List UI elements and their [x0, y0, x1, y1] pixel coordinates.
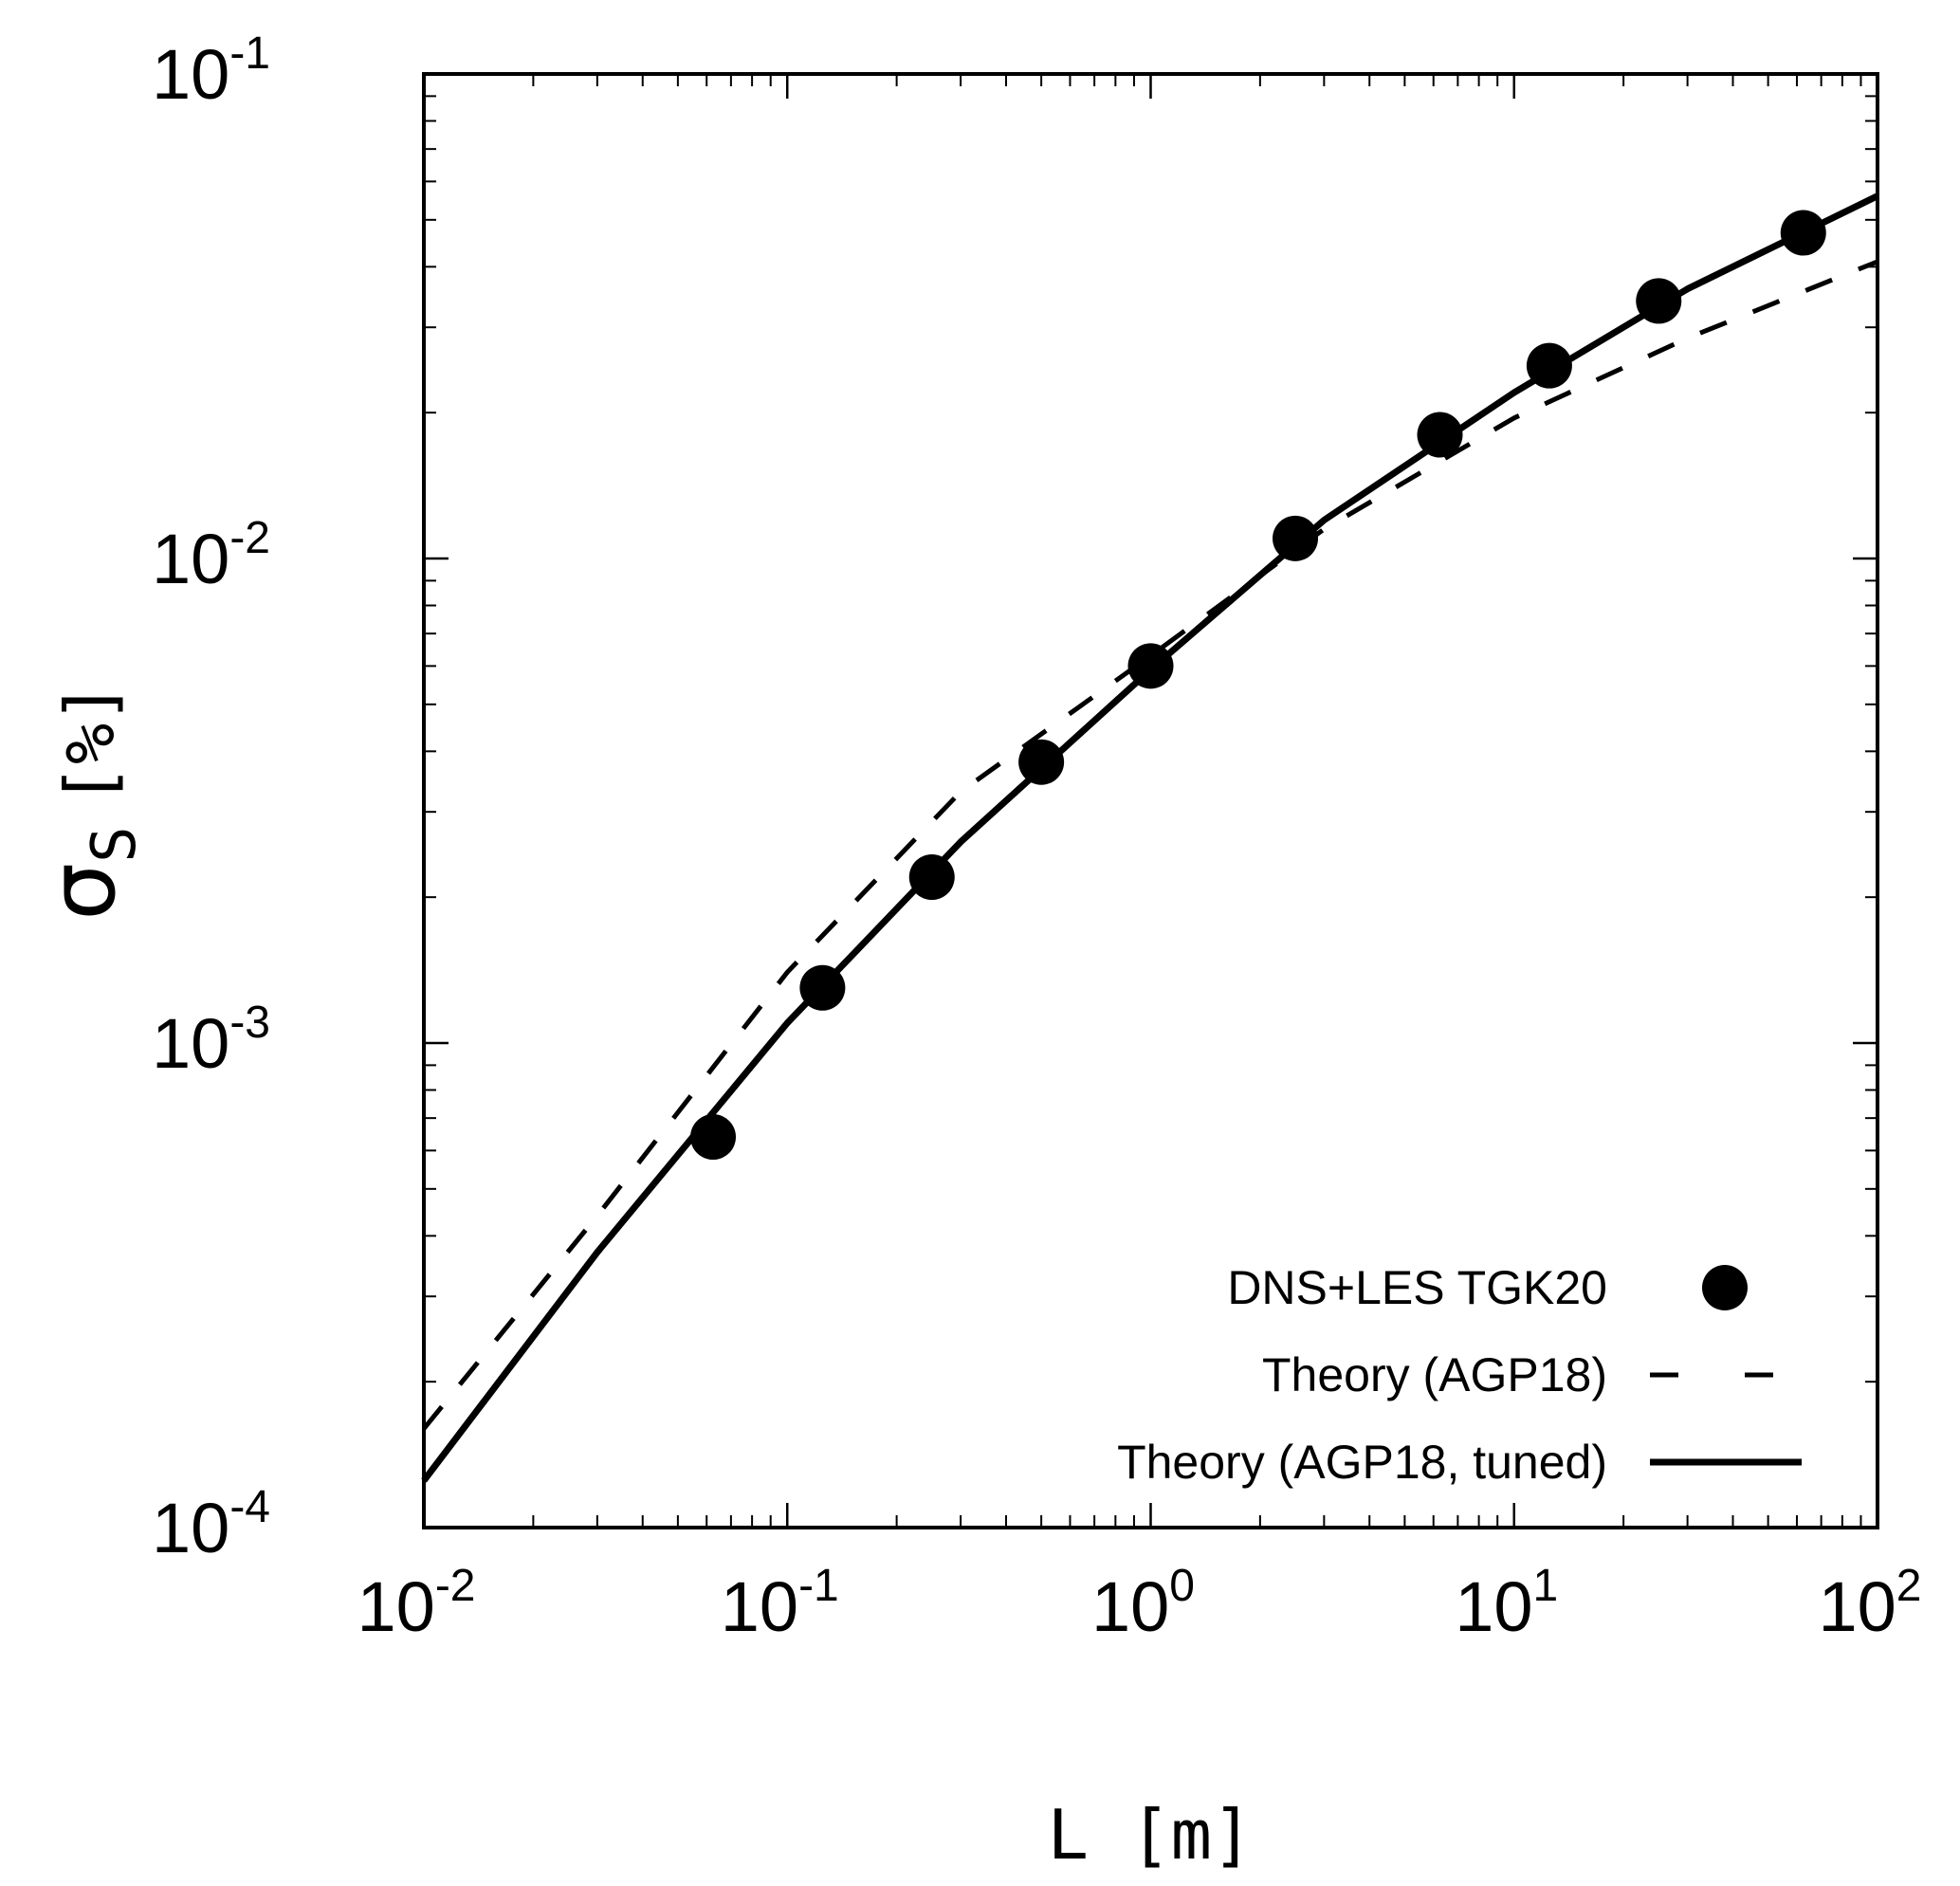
data-point: [1018, 739, 1065, 785]
y-axis-label-symbol: σ: [29, 863, 136, 921]
legend-label: Theory (AGP18, tuned): [1117, 1436, 1607, 1489]
data-point: [690, 1114, 737, 1161]
y-tick-label: 10-3: [152, 998, 270, 1083]
y-axis-label-unit: [%]: [50, 682, 130, 805]
series-layer: [421, 192, 1879, 1483]
series-line-agp18: [422, 259, 1878, 1431]
plot-frame: [422, 72, 1879, 1529]
x-tick-label: 100: [1091, 1561, 1195, 1646]
data-point: [1636, 278, 1682, 324]
x-tick-label: 101: [1455, 1561, 1558, 1646]
y-tick-label: 10-2: [152, 513, 270, 598]
y-tick-labels: 10-4 10-3 10-2 10-1: [152, 28, 270, 1567]
y-tick-label: 10-4: [152, 1482, 270, 1567]
y-tick-label: 10-1: [152, 28, 270, 114]
data-point: [1780, 210, 1826, 256]
legend-label: DNS+LES TGK20: [1227, 1261, 1607, 1314]
data-point: [1127, 643, 1174, 689]
x-tick-label: 102: [1818, 1561, 1921, 1646]
legend: DNS+LES TGK20 Theory (AGP18) Theory (AGP18…: [1117, 1261, 1802, 1489]
svg-text:σS[%]: σS [%]: [29, 682, 150, 920]
legend-marker: [1702, 1265, 1748, 1310]
series-line-agp18-tuned: [421, 192, 1879, 1483]
legend-label: Theory (AGP18): [1262, 1348, 1607, 1401]
minor-ticks: [424, 74, 1878, 1528]
data-point: [799, 964, 846, 1011]
x-axis-label: L [m]: [1048, 1795, 1254, 1875]
data-point: [908, 854, 955, 901]
x-tick-label: 10-2: [357, 1561, 476, 1646]
y-axis-label: σS [%]: [29, 682, 150, 920]
data-point: [1417, 412, 1463, 458]
data-point: [1273, 515, 1319, 561]
y-axis-label-subscript: S: [80, 826, 150, 863]
x-tick-labels: 10-2 10-1 100 101 102: [357, 1561, 1922, 1646]
data-point: [1526, 342, 1572, 389]
x-tick-label: 10-1: [721, 1561, 839, 1646]
